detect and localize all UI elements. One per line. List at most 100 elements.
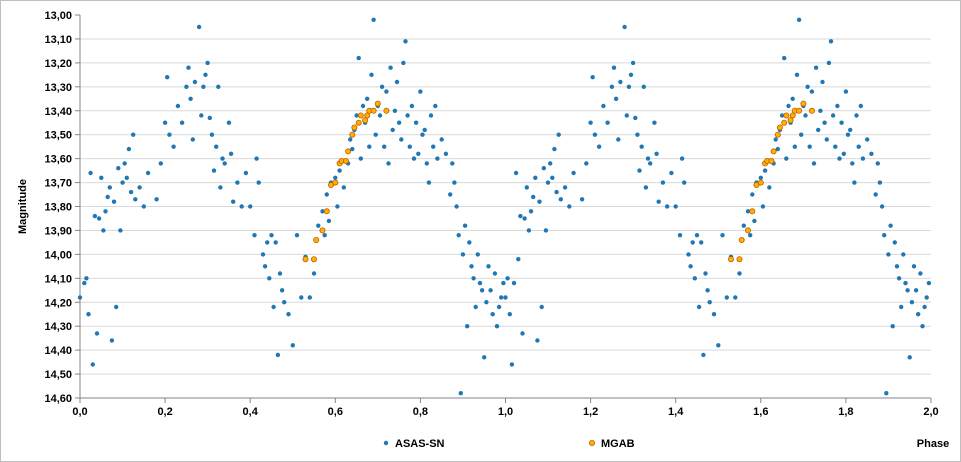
data-point-asas-sn [782, 55, 787, 61]
data-point-asas-sn [652, 120, 657, 125]
data-point-asas-sn [403, 39, 408, 44]
data-point-asas-sn [701, 352, 706, 358]
data-point-asas-sn [618, 79, 623, 85]
data-point-asas-sn [271, 304, 276, 310]
data-point-asas-sn [752, 218, 757, 224]
data-point-asas-sn [450, 161, 455, 166]
data-point-asas-sn [845, 132, 851, 137]
data-point-mgab [738, 236, 745, 243]
data-point-asas-sn [875, 161, 880, 166]
data-point-mgab [736, 256, 743, 263]
y-tick-label: 13,70 [44, 178, 72, 190]
data-point-mgab [351, 124, 358, 131]
data-point-asas-sn [503, 295, 508, 300]
data-point-asas-sn [411, 156, 417, 161]
data-point-asas-sn [207, 115, 212, 121]
data-point-asas-sn [633, 115, 638, 121]
y-tick-label: 13,60 [44, 154, 72, 166]
data-point-asas-sn [579, 197, 585, 202]
x-tick-label: 0,0 [72, 406, 87, 418]
data-point-asas-sn [105, 194, 110, 200]
data-point-asas-sn [856, 144, 861, 149]
data-point-asas-sn [918, 271, 923, 276]
data-point-asas-sn [322, 233, 327, 238]
data-point-asas-sn [101, 228, 106, 233]
data-point-asas-sn [235, 180, 240, 185]
data-point-asas-sn [809, 89, 815, 94]
data-point-asas-sn [126, 146, 132, 152]
data-point-asas-sn [269, 233, 274, 238]
data-point-asas-sn [518, 213, 523, 219]
data-point-asas-sn [256, 180, 261, 185]
data-point-asas-sn [348, 137, 353, 142]
data-point-asas-sn [548, 161, 553, 166]
data-point-asas-sn [922, 304, 927, 310]
x-tick-label: 1,2 [583, 406, 598, 418]
data-point-asas-sn [686, 252, 691, 257]
data-point-asas-sn [282, 300, 287, 305]
x-tick-label: 0,8 [413, 406, 428, 418]
data-point-mgab [374, 100, 381, 107]
data-point-asas-sn [539, 304, 544, 310]
x-tick-label: 0,4 [243, 406, 259, 418]
data-point-asas-sn [399, 137, 404, 142]
data-point-asas-sn [128, 189, 134, 195]
data-point-asas-sn [669, 170, 674, 176]
data-point-asas-sn [786, 103, 791, 109]
data-point-asas-sn [865, 137, 870, 142]
data-point-asas-sn [124, 175, 129, 180]
data-point-asas-sn [433, 103, 438, 109]
data-point-asas-sn [688, 264, 693, 269]
data-point-asas-sn [326, 218, 332, 224]
data-point-asas-sn [114, 304, 119, 310]
data-point-asas-sn [477, 280, 483, 286]
data-point-asas-sn [567, 204, 572, 209]
data-point-asas-sn [630, 60, 636, 66]
data-point-asas-sn [679, 156, 685, 161]
data-point-mgab [808, 107, 815, 114]
data-point-asas-sn [516, 257, 521, 262]
data-point-asas-sn [107, 185, 113, 190]
data-point-asas-sn [262, 264, 268, 269]
data-point-asas-sn [805, 84, 810, 90]
data-point-asas-sn [911, 264, 917, 269]
data-point-asas-sn [99, 175, 104, 180]
data-point-asas-sn [716, 343, 721, 348]
data-point-asas-sn [379, 84, 385, 90]
gridlines [80, 38, 931, 375]
y-tick-label: 13,00 [44, 10, 72, 22]
data-point-asas-sn [645, 156, 651, 161]
data-point-asas-sn [507, 312, 512, 317]
data-point-asas-sn [588, 120, 593, 125]
data-point-asas-sn [803, 113, 808, 118]
data-point-asas-sn [473, 304, 478, 310]
data-point-asas-sn [828, 39, 834, 44]
data-point-asas-sn [186, 65, 191, 70]
data-point-asas-sn [773, 137, 778, 142]
data-point-asas-sn [677, 233, 683, 238]
data-point-asas-sn [720, 233, 725, 238]
data-point-asas-sn [541, 166, 546, 171]
y-tick-label: 13,50 [44, 130, 72, 142]
data-point-asas-sn [413, 120, 419, 125]
data-point-asas-sn [505, 276, 510, 281]
data-point-asas-sn [837, 156, 842, 161]
data-point-asas-sn [458, 391, 463, 396]
data-point-asas-sn [892, 240, 897, 245]
data-point-asas-sn [760, 204, 766, 209]
data-point-asas-sn [192, 79, 198, 85]
data-point-asas-sn [179, 120, 185, 125]
data-point-asas-sn [407, 144, 412, 149]
data-point-asas-sn [154, 197, 159, 202]
data-point-asas-sn [694, 233, 700, 238]
data-point-asas-sn [654, 151, 659, 156]
data-point-asas-sn [858, 103, 863, 109]
data-point-asas-sn [384, 89, 389, 94]
data-point-asas-sn [396, 120, 402, 125]
data-point-asas-sn [188, 96, 193, 102]
data-point-asas-sn [522, 216, 527, 221]
data-point-asas-sn [90, 362, 96, 367]
data-point-asas-sn [690, 240, 695, 245]
y-tick-label: 13,20 [44, 58, 72, 70]
data-point-mgab [745, 227, 752, 234]
